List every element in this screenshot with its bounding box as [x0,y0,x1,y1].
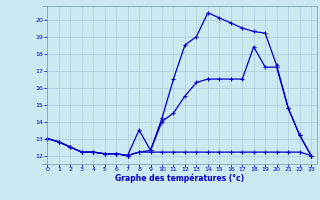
X-axis label: Graphe des températures (°c): Graphe des températures (°c) [115,174,244,183]
